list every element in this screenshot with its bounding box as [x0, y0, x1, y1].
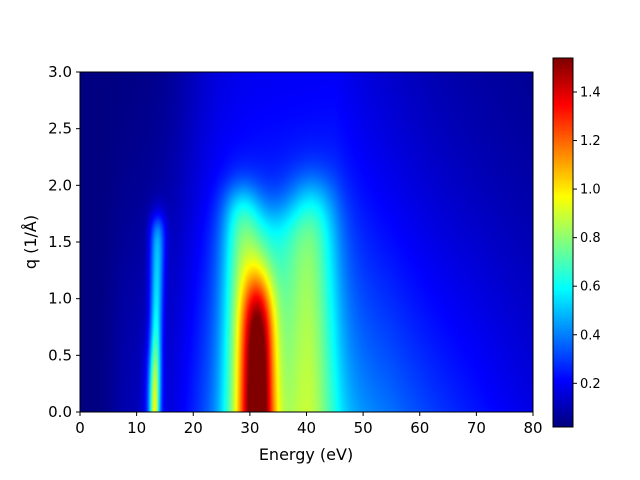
y-tick-label: 3.0	[48, 63, 72, 81]
colorbar-tick-label: 0.4	[580, 328, 601, 343]
x-tick-label: 80	[523, 419, 542, 437]
x-tick-label: 10	[127, 419, 146, 437]
x-tick-label: 50	[354, 419, 373, 437]
x-tick-label: 20	[184, 419, 203, 437]
y-tick-label: 1.0	[48, 290, 72, 308]
y-tick-label: 0.0	[48, 403, 72, 421]
colorbar-tick-label: 0.2	[580, 377, 601, 392]
colorbar-axis: 0.2 0.4 0.6 0.8 1.0 1.2 1.4	[573, 85, 601, 392]
colorbar-tick-label: 1.4	[580, 85, 601, 100]
y-tick-label: 0.5	[48, 346, 72, 364]
heatmap-image	[80, 72, 533, 412]
x-tick-label: 70	[467, 419, 486, 437]
colorbar-tick-label: 0.6	[580, 280, 601, 295]
x-tick-label: 40	[297, 419, 316, 437]
y-axis: 0.0 0.5 1.0 1.5 2.0 2.5 3.0	[48, 63, 80, 421]
y-tick-label: 2.0	[48, 176, 72, 194]
y-tick-label: 1.5	[48, 233, 72, 251]
plot-area	[79, 71, 534, 413]
colorbar-tick-label: 0.8	[580, 231, 601, 246]
colorbar-frame	[552, 57, 574, 428]
x-axis: 0 10 20 30 40 50 60 70 80	[75, 412, 543, 437]
colorbar-tick-label: 1.2	[580, 134, 601, 149]
y-axis-label: q (1/Å)	[21, 215, 40, 269]
x-tick-label: 30	[240, 419, 259, 437]
colorbar-tick-label: 1.0	[580, 183, 601, 198]
colorbar: 0.2 0.4 0.6 0.8 1.0 1.2 1.4	[552, 57, 601, 428]
y-tick-label: 2.5	[48, 120, 72, 138]
x-tick-label: 60	[410, 419, 429, 437]
x-axis-label: Energy (eV)	[259, 445, 353, 464]
colorbar-gradient	[553, 58, 573, 427]
x-tick-label: 0	[75, 419, 85, 437]
